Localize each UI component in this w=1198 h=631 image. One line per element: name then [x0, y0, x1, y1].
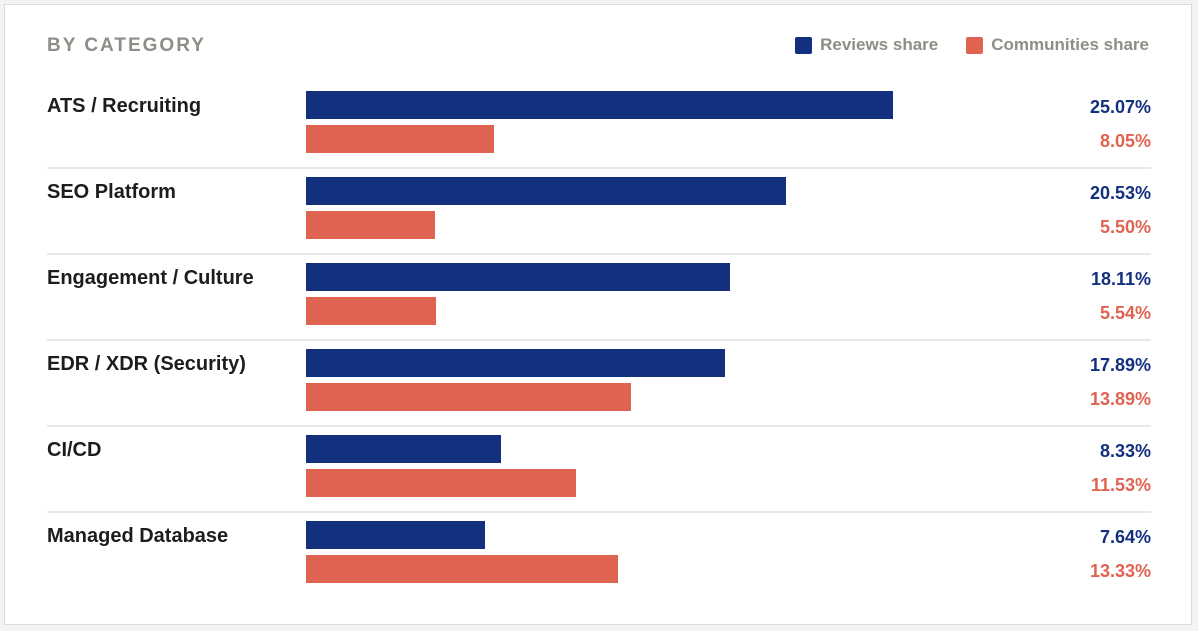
- legend-item-communities: Communities share: [966, 35, 1149, 55]
- category-rows: ATS / Recruiting 25.07% 8.05% SEO Platform 2…: [47, 83, 1151, 599]
- legend-item-reviews: Reviews share: [795, 35, 938, 55]
- category-row: ATS / Recruiting 25.07% 8.05%: [47, 83, 1151, 169]
- value-label-communities: 5.50%: [1099, 217, 1151, 237]
- bar-reviews: [306, 521, 485, 549]
- category-label: Managed Database: [47, 525, 229, 547]
- bar-communities: [306, 383, 632, 411]
- category-label: CI/CD: [47, 439, 102, 461]
- bar-communities: [306, 297, 436, 325]
- value-label-communities: 13.33%: [1089, 561, 1151, 581]
- bar-reviews: [306, 263, 730, 291]
- bar-communities: [306, 469, 576, 497]
- value-label-reviews: 7.64%: [1099, 527, 1151, 547]
- bar-communities: [306, 125, 495, 153]
- category-row: Engagement / Culture 18.11% 5.54%: [47, 255, 1151, 341]
- bar-reviews: [306, 435, 501, 463]
- value-label-reviews: 20.53%: [1089, 183, 1151, 203]
- chart-card: BY CATEGORY Reviews share Communities sh…: [4, 4, 1192, 625]
- bar-communities: [306, 211, 435, 239]
- legend-swatch-reviews: [795, 36, 813, 54]
- bar-communities: [306, 555, 618, 583]
- category-row: Managed Database 7.64% 13.33%: [47, 513, 1151, 599]
- category-label: Engagement / Culture: [47, 267, 254, 289]
- legend-swatch-communities: [966, 36, 984, 54]
- value-label-reviews: 18.11%: [1090, 269, 1151, 289]
- category-label: EDR / XDR (Security): [47, 353, 246, 375]
- value-label-communities: 5.54%: [1099, 303, 1151, 323]
- value-label-reviews: 17.89%: [1089, 355, 1151, 375]
- chart-title: BY CATEGORY: [47, 35, 206, 56]
- value-label-communities: 8.05%: [1099, 131, 1151, 151]
- category-row: SEO Platform 20.53% 5.50%: [47, 169, 1151, 255]
- category-label: ATS / Recruiting: [47, 95, 202, 117]
- legend-label-reviews: Reviews share: [820, 35, 939, 54]
- value-label-communities: 11.53%: [1090, 475, 1151, 495]
- bar-reviews: [306, 177, 787, 205]
- value-label-reviews: 8.33%: [1099, 441, 1151, 461]
- value-label-reviews: 25.07%: [1089, 97, 1151, 117]
- value-label-communities: 13.89%: [1089, 389, 1151, 409]
- category-label: SEO Platform: [47, 181, 176, 203]
- bar-reviews: [306, 91, 893, 119]
- legend: Reviews share Communities share: [795, 35, 1149, 55]
- bar-reviews: [306, 349, 725, 377]
- category-row: EDR / XDR (Security) 17.89% 13.89%: [47, 341, 1151, 427]
- legend-label-communities: Communities share: [991, 35, 1149, 54]
- category-row: CI/CD 8.33% 11.53%: [47, 427, 1151, 513]
